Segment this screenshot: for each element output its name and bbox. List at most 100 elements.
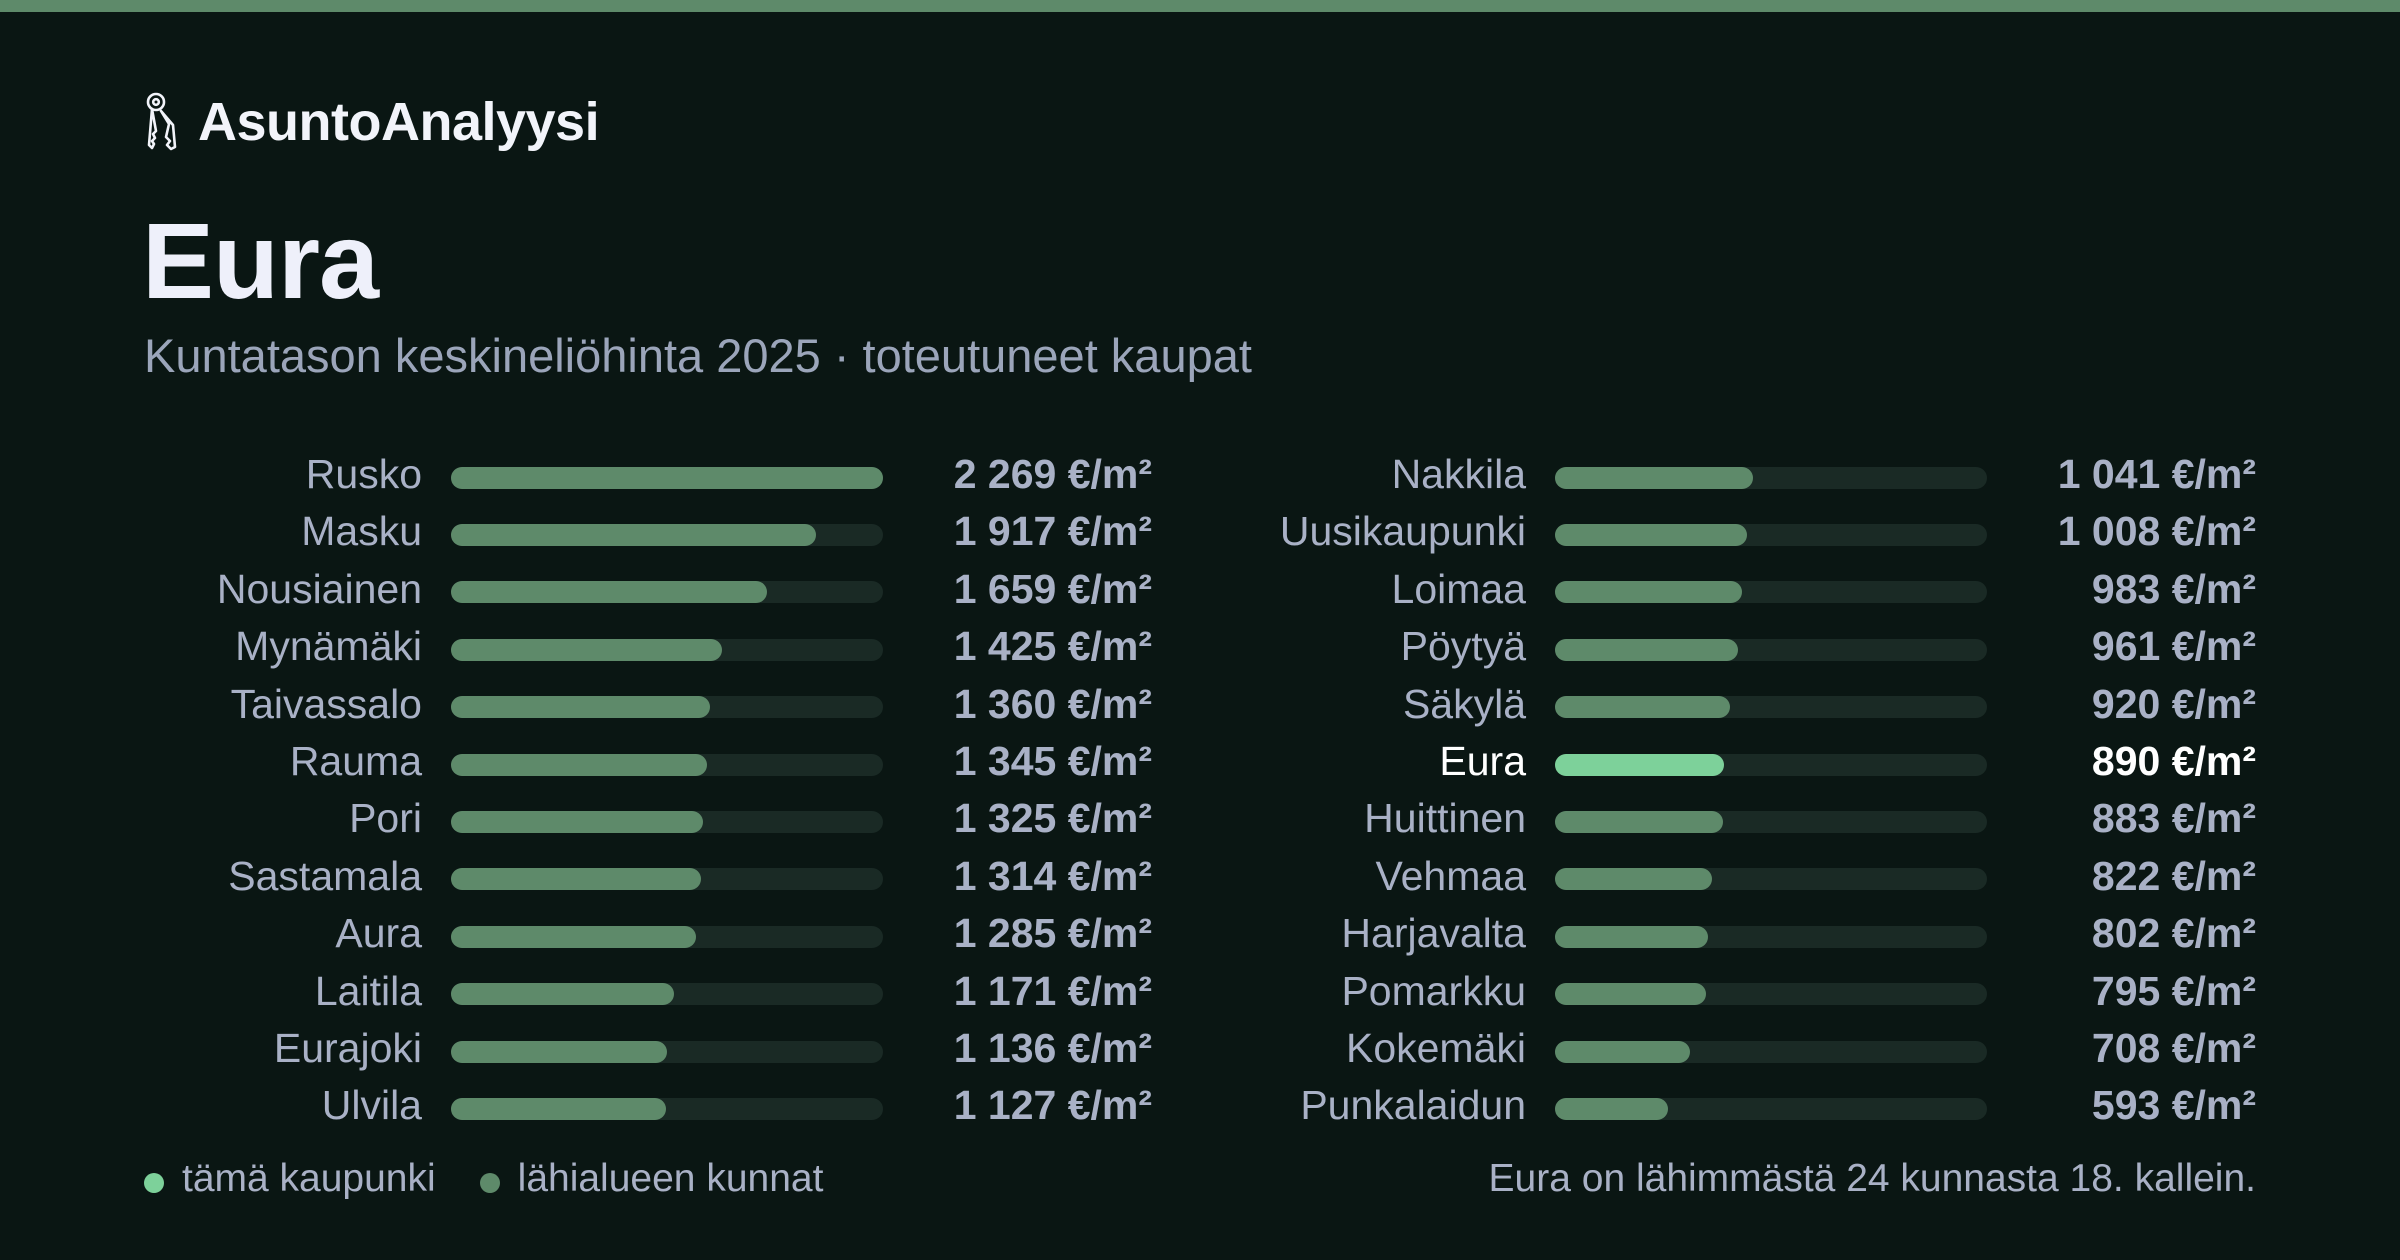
rank-note: Eura on lähimmästä 24 kunnasta 18. kalle… [1488, 1157, 2256, 1200]
bar-track [1555, 868, 1987, 891]
bar-row: Nousiainen 1 659 €/m² [142, 561, 1152, 618]
bar-category-label: Taivassalo [230, 680, 422, 727]
bar-row: Loimaa 983 €/m² [1246, 561, 2256, 618]
bar [1555, 696, 1731, 719]
bar-value-label: 795 €/m² [2091, 967, 2256, 1014]
bar-category-label: Harjavalta [1341, 910, 1526, 957]
bar [451, 638, 723, 661]
bar-track [451, 868, 883, 891]
chart-column-right: Nakkila 1 041 €/m² Uusikaupunki 1 008 €/m² L… [1246, 446, 2256, 1135]
bar-value-label: 1 360 €/m² [953, 680, 1152, 727]
bar-track [451, 753, 883, 776]
bar-row: Pori 1 325 €/m² [142, 790, 1152, 847]
bar-category-label: Pori [349, 795, 422, 842]
bar-track [1555, 753, 1987, 776]
bar-category-label: Eurajoki [273, 1024, 422, 1071]
bar-value-label: 983 €/m² [2091, 565, 2256, 612]
chart-legend: tämä kaupunki lähialueen kunnat [144, 1148, 867, 1210]
bar-category-label: Sastamala [228, 852, 422, 899]
keys-icon [146, 92, 177, 151]
bar-track [451, 638, 883, 661]
bar-value-label: 1 041 €/m² [2057, 451, 2256, 497]
bar-track [1555, 581, 1987, 604]
brand-name: AsuntoAnalyysi [198, 92, 600, 152]
bar-category-label: Pomarkku [1341, 967, 1526, 1014]
page-title: Eura [142, 200, 379, 321]
bar [1555, 868, 1712, 891]
bar [1555, 638, 1738, 661]
bar-value-label: 708 €/m² [2091, 1024, 2256, 1071]
bar-value-label: 1 127 €/m² [953, 1082, 1152, 1129]
bar-value-label: 802 €/m² [2091, 910, 2256, 957]
bar-category-label: Aura [335, 910, 422, 957]
legend-item-nearby: lähialueen kunnat [479, 1157, 823, 1201]
bar-track [451, 524, 883, 547]
bar-track [451, 811, 883, 834]
bar-track [451, 925, 883, 948]
bar-value-label: 961 €/m² [2091, 623, 2256, 670]
bar-row: Vehmaa 822 €/m² [1246, 848, 2256, 905]
bar-value-label: 920 €/m² [2091, 680, 2256, 727]
legend-label: tämä kaupunki [182, 1157, 436, 1200]
bar-row: Eurajoki 1 136 €/m² [142, 1020, 1152, 1077]
bar-value-label: 1 659 €/m² [953, 565, 1152, 612]
bar [451, 1040, 668, 1063]
bar-category-label: Eura [1439, 737, 1526, 784]
bar [451, 466, 883, 489]
bar [1555, 753, 1725, 776]
bar-category-label: Kokemäki [1345, 1024, 1526, 1071]
legend-dot-icon [144, 1173, 164, 1193]
bar-category-label: Ulvila [321, 1082, 422, 1129]
bar-value-label: 1 314 €/m² [953, 852, 1152, 899]
bar [451, 868, 702, 891]
top-accent-stripe [0, 0, 2400, 12]
bar-row: Masku 1 917 €/m² [142, 503, 1152, 560]
bar [1555, 524, 1747, 547]
bar-value-label: 1 136 €/m² [953, 1024, 1152, 1071]
bar-row: Taivassalo 1 360 €/m² [142, 676, 1152, 733]
bar [451, 811, 704, 834]
bar-row: Nakkila 1 041 €/m² [1246, 446, 2256, 503]
bar-value-label: 593 €/m² [2091, 1082, 2256, 1129]
legend-item-this-city: tämä kaupunki [144, 1157, 436, 1201]
bar-value-label: 1 325 €/m² [953, 795, 1152, 842]
bar-category-label: Nakkila [1391, 451, 1526, 497]
bar [451, 983, 674, 1006]
bar [1555, 811, 1724, 834]
bar-row: Pöytyä 961 €/m² [1246, 618, 2256, 675]
bar-value-label: 1 425 €/m² [953, 623, 1152, 670]
bar-track [1555, 524, 1987, 547]
chart-column-left: Rusko 2 269 €/m² Masku 1 917 €/m² Nousiainen… [142, 446, 1152, 1135]
bar-value-label: 1 917 €/m² [953, 508, 1152, 555]
bar-track [451, 696, 883, 719]
bar-track [451, 1040, 883, 1063]
bar-row: Rauma 1 345 €/m² [142, 733, 1152, 790]
bar-track [451, 466, 883, 489]
bar [1555, 466, 1754, 489]
bar-row: Harjavalta 802 €/m² [1246, 905, 2256, 962]
bar [451, 696, 710, 719]
bar-category-label: Rauma [289, 737, 422, 784]
bar-track [451, 983, 883, 1006]
bar-track [1555, 466, 1987, 489]
bar-category-label: Pöytyä [1400, 623, 1526, 670]
bar-row: Sastamala 1 314 €/m² [142, 848, 1152, 905]
bar-row: Laitila 1 171 €/m² [142, 963, 1152, 1020]
bar [451, 925, 696, 948]
bar-track [451, 581, 883, 604]
bar [1555, 1040, 1690, 1063]
bar-category-label: Nousiainen [216, 565, 422, 612]
bar-value-label: 1 171 €/m² [953, 967, 1152, 1014]
bar-value-label: 1 008 €/m² [2057, 508, 2256, 555]
bar-category-label: Mynämäki [235, 623, 422, 670]
bar [451, 1097, 666, 1120]
bar-category-label: Uusikaupunki [1279, 508, 1526, 555]
bar-row: Säkylä 920 €/m² [1246, 676, 2256, 733]
bar-category-label: Huittinen [1364, 795, 1526, 842]
bar [451, 581, 767, 604]
bar-row: Eura 890 €/m² [1246, 733, 2256, 790]
bar-row: Mynämäki 1 425 €/m² [142, 618, 1152, 675]
bar-category-label: Vehmaa [1375, 852, 1526, 899]
bar-category-label: Punkalaidun [1300, 1082, 1526, 1129]
bar-track [1555, 638, 1987, 661]
